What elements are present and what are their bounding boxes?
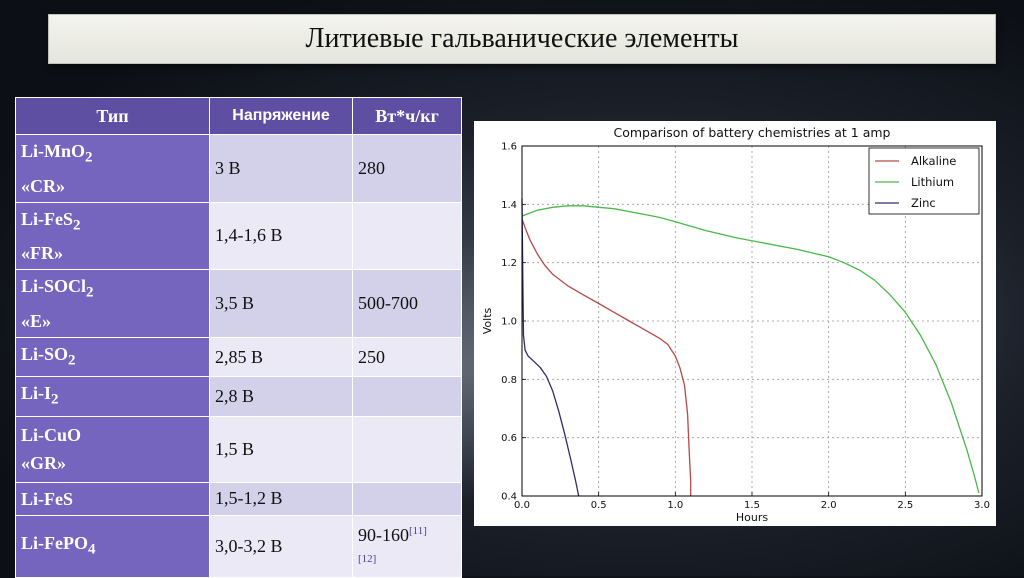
type-alias: «E»	[21, 310, 52, 331]
chart-title: Comparison of battery chemistries at 1 a…	[613, 125, 890, 140]
x-tick-label: 2.0	[821, 500, 837, 511]
legend-entry: Zinc	[911, 196, 936, 210]
series-line-lithium	[521, 205, 980, 494]
table-row: Li-FePO4 3,0-3,2 В 90-160[11] [12]	[15, 514, 462, 578]
type-formula: Li-FePO	[21, 533, 88, 554]
type-subscript: 2	[73, 217, 81, 234]
type-alias: «FR»	[21, 243, 63, 264]
y-tick-label: 0.6	[501, 433, 517, 444]
header-voltage: Напряжение	[209, 97, 353, 135]
type-formula: Li-CuO	[21, 425, 82, 446]
legend-entry: Alkaline	[911, 154, 956, 168]
y-axis-label: Volts	[481, 307, 494, 334]
energy-value: 280	[358, 157, 385, 178]
type-formula: Li-MnO	[21, 141, 86, 161]
plot-frame	[521, 145, 983, 497]
cell-type: Li-FeS2 «FR»	[15, 201, 210, 271]
cell-type: Li-SO2	[15, 336, 210, 378]
table-header-row: Тип Напряжение Вт*ч/кг	[15, 97, 462, 135]
battery-table: Тип Напряжение Вт*ч/кг Li-MnO2 «CR» 3 В 280…	[15, 97, 462, 578]
x-tick-label: 1.5	[744, 500, 760, 511]
x-tick-label: 3.0	[974, 500, 990, 511]
header-energy: Вт*ч/кг	[352, 97, 462, 135]
type-formula: Li-FeS	[21, 488, 73, 509]
slide-title-text: Литиевые гальванические элементы	[305, 23, 739, 54]
series-line-alkaline	[521, 218, 692, 496]
cell-energy: 90-160[11] [12]	[352, 514, 462, 578]
type-subscript: 2	[51, 391, 59, 408]
table-row: Li-SO2 2,85 В 250	[15, 336, 462, 378]
y-tick-label: 1.2	[501, 258, 517, 269]
x-tick-label: 0.0	[514, 500, 530, 511]
type-alias: «CR»	[21, 175, 65, 196]
y-tick-label: 0.4	[501, 492, 517, 503]
table-row: Li-FeS 1,5-1,2 В	[15, 481, 462, 516]
energy-value: 250	[358, 346, 385, 367]
battery-chart: Comparison of battery chemistries at 1 a…	[474, 121, 996, 526]
type-formula: Li-FeS	[21, 208, 73, 229]
table-row: Li-SOCl2 «E» 3,5 В 500-700	[15, 269, 462, 338]
cell-voltage: 3 В	[209, 134, 353, 203]
cell-energy: 500-700	[352, 269, 462, 338]
type-formula: Li-I	[21, 383, 52, 404]
cell-type: Li-I2	[15, 376, 210, 417]
x-tick-label: 2.5	[897, 500, 913, 511]
cell-energy	[352, 481, 462, 516]
cell-energy	[352, 201, 462, 271]
cell-type: Li-CuO «GR»	[15, 415, 210, 483]
table-row: Li-MnO2 «CR» 3 В 280	[15, 134, 462, 203]
cell-type: Li-MnO2 «CR»	[15, 134, 210, 203]
cell-type: Li-FePO4	[15, 514, 210, 578]
table-row: Li-CuO «GR» 1,5 В	[15, 415, 462, 483]
energy-value: 500-700	[358, 292, 418, 313]
cell-voltage: 1,5 В	[209, 415, 353, 483]
type-subscript: 2	[86, 284, 94, 301]
header-type: Тип	[15, 97, 210, 135]
y-tick-label: 1.4	[501, 200, 517, 211]
cell-voltage: 3,5 В	[209, 269, 353, 338]
reference-link[interactable]: [11]	[409, 525, 427, 538]
type-alias: «GR»	[21, 453, 66, 474]
x-tick-label: 1.0	[667, 500, 683, 511]
type-subscript: 2	[68, 352, 76, 369]
reference-link[interactable]: [12]	[358, 553, 377, 566]
cell-energy	[352, 415, 462, 483]
table-row: Li-I2 2,8 В	[15, 376, 462, 417]
x-axis-label: Hours	[736, 511, 768, 524]
y-tick-label: 1.6	[501, 142, 517, 153]
y-tick-label: 1.0	[501, 317, 517, 328]
type-subscript: 2	[85, 149, 93, 166]
cell-energy: 280	[352, 134, 462, 203]
cell-type: Li-FeS	[15, 481, 210, 516]
slide-title: Литиевые гальванические элементы	[48, 14, 996, 64]
cell-voltage: 1,4-1,6 В	[209, 201, 353, 271]
cell-type: Li-SOCl2 «E»	[15, 269, 210, 338]
legend-entry: Lithium	[911, 175, 954, 189]
type-subscript: 4	[87, 541, 96, 558]
energy-value: 90-160	[358, 525, 409, 546]
cell-voltage: 2,85 В	[209, 336, 353, 378]
type-formula: Li-SOCl	[21, 276, 87, 297]
cell-energy	[352, 376, 462, 417]
table-row: Li-FeS2 «FR» 1,4-1,6 В	[15, 201, 462, 271]
cell-voltage: 1,5-1,2 В	[209, 481, 353, 516]
cell-voltage: 3,0-3,2 В	[209, 514, 353, 578]
cell-energy: 250	[352, 336, 462, 378]
cell-voltage: 2,8 В	[209, 376, 353, 417]
chart-svg: Comparison of battery chemistries at 1 a…	[481, 125, 990, 524]
series-line-zinc	[521, 198, 580, 497]
type-formula: Li-SO	[21, 343, 69, 364]
y-tick-label: 0.8	[501, 375, 517, 386]
x-tick-label: 0.5	[591, 500, 607, 511]
